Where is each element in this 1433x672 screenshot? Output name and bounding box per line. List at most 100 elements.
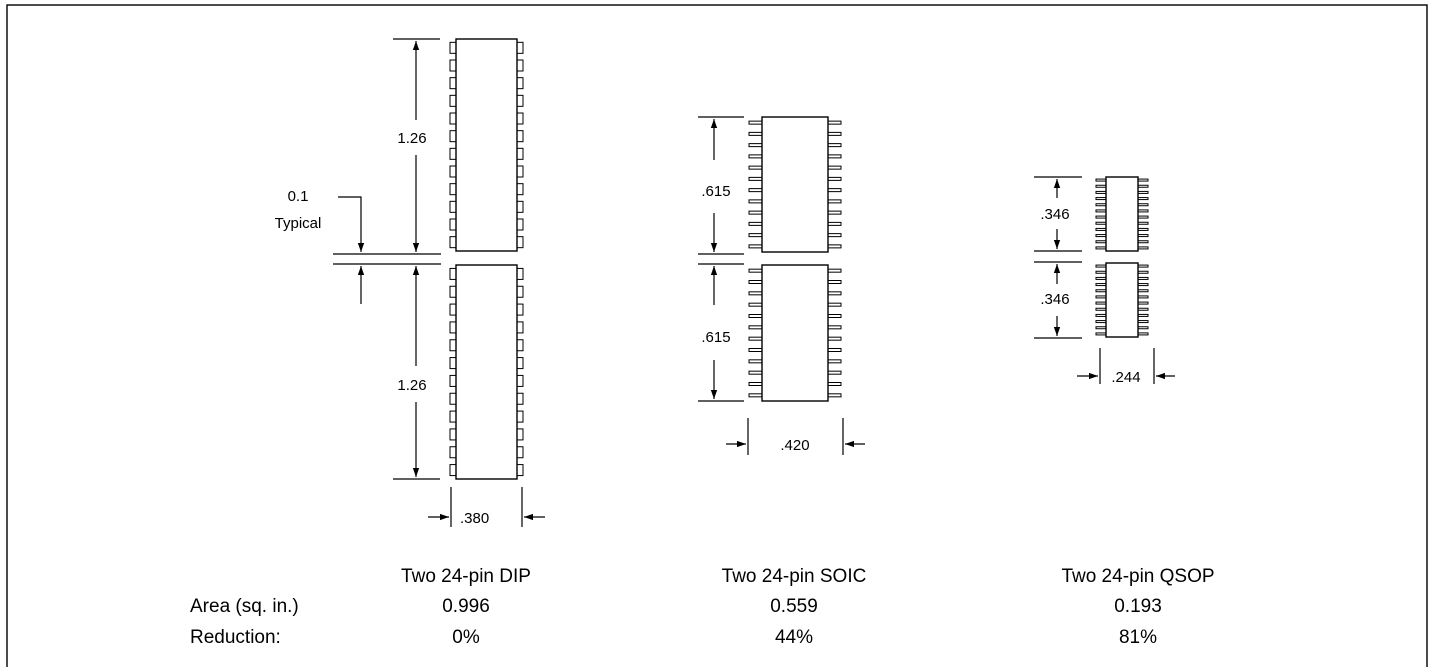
pin-right (516, 285, 524, 298)
pin-right (516, 392, 524, 405)
qsop-area-value: 0.193 (1114, 596, 1162, 617)
pin-left (1095, 326, 1107, 330)
pin-left (1095, 270, 1107, 274)
pin-right (827, 291, 842, 296)
pin-left (449, 410, 457, 423)
pin-right (1137, 283, 1149, 287)
pin-right (516, 428, 524, 441)
pin-left (449, 94, 457, 107)
pin-right (516, 303, 524, 316)
reduction-row-label: Reduction: (190, 627, 281, 648)
qsop-package-group: .346 .346 .244 (1034, 176, 1175, 386)
pin-right (827, 336, 842, 341)
pin-right (516, 357, 524, 370)
soic-package-group: .615 .615 .420 (698, 116, 865, 455)
pin-left (748, 370, 763, 375)
pin-left (449, 59, 457, 72)
pin-right (827, 348, 842, 352)
pin-right (827, 325, 842, 330)
pin-right (516, 410, 524, 423)
pin-right (827, 244, 842, 249)
pin-left (748, 154, 763, 159)
pin-left (449, 392, 457, 405)
pin-right (1137, 190, 1149, 194)
qsop-package-name: Two 24-pin QSOP (1061, 566, 1214, 587)
pin-left (449, 77, 457, 90)
pin-right (827, 280, 842, 284)
pin-right (827, 199, 842, 204)
soic-top-chip (748, 116, 842, 253)
pin-right (1137, 276, 1149, 280)
pin-right (516, 41, 524, 54)
pin-right (1137, 197, 1149, 201)
pin-left (748, 221, 763, 226)
pin-right (827, 359, 842, 364)
pin-left (449, 183, 457, 196)
qsop-top-body (1105, 176, 1139, 252)
qsop-bottom-length-label: .346 (1040, 291, 1069, 308)
dip-top-pins (449, 41, 524, 249)
dip-bottom-pins (449, 267, 524, 477)
pin-left (748, 210, 763, 215)
pin-right (1137, 246, 1149, 250)
pin-right (516, 183, 524, 196)
soic-width-label: .420 (780, 437, 809, 454)
pin-right (1137, 209, 1149, 213)
pin-left (748, 120, 763, 125)
pin-right (516, 446, 524, 459)
pin-left (1095, 289, 1107, 293)
pin-left (1095, 320, 1107, 324)
pin-right (516, 339, 524, 352)
dip-bottom-chip (449, 264, 524, 480)
pin-left (449, 357, 457, 370)
pin-right (1137, 264, 1149, 268)
pin-right (827, 154, 842, 159)
pin-right (516, 267, 524, 280)
qsop-bottom-chip (1095, 262, 1149, 338)
pin-left (1095, 234, 1107, 238)
pin-left (748, 348, 763, 352)
dip-package-group: 1.26 1.26 0.1 Typical .380 (275, 38, 545, 527)
pin-left (1095, 184, 1107, 188)
pin-left (449, 165, 457, 178)
pin-left (748, 233, 763, 238)
pin-right (827, 233, 842, 238)
pin-left (1095, 246, 1107, 250)
pin-left (449, 428, 457, 441)
pin-right (827, 314, 842, 318)
pin-right (1137, 307, 1149, 311)
qsop-width-label: .244 (1111, 369, 1140, 386)
spacing-leader-arrow (338, 196, 365, 252)
pin-right (516, 59, 524, 72)
pin-right (1137, 301, 1149, 305)
pin-right (1137, 332, 1149, 336)
spacing-value-label: 0.1 (288, 188, 309, 205)
dip-top-body (455, 38, 518, 252)
dip-package-name: Two 24-pin DIP (401, 566, 531, 587)
pin-right (827, 165, 842, 170)
pin-left (748, 244, 763, 249)
pin-right (827, 176, 842, 181)
pin-left (748, 382, 763, 386)
pin-left (1095, 313, 1107, 317)
dip-bottom-body (455, 264, 518, 480)
soic-bottom-pins (748, 268, 842, 398)
pin-left (449, 321, 457, 334)
pin-left (449, 374, 457, 387)
pin-left (1095, 227, 1107, 231)
pin-left (748, 393, 763, 398)
pin-right (1137, 184, 1149, 188)
pin-left (1095, 276, 1107, 280)
pin-right (827, 302, 842, 307)
pin-right (516, 112, 524, 125)
pin-left (748, 165, 763, 170)
pin-left (1095, 215, 1107, 219)
pin-right (1137, 221, 1149, 225)
pin-right (1137, 234, 1149, 238)
pin-right (516, 464, 524, 477)
pin-right (827, 188, 842, 193)
dip-area-value: 0.996 (442, 596, 490, 617)
pin-left (748, 188, 763, 193)
